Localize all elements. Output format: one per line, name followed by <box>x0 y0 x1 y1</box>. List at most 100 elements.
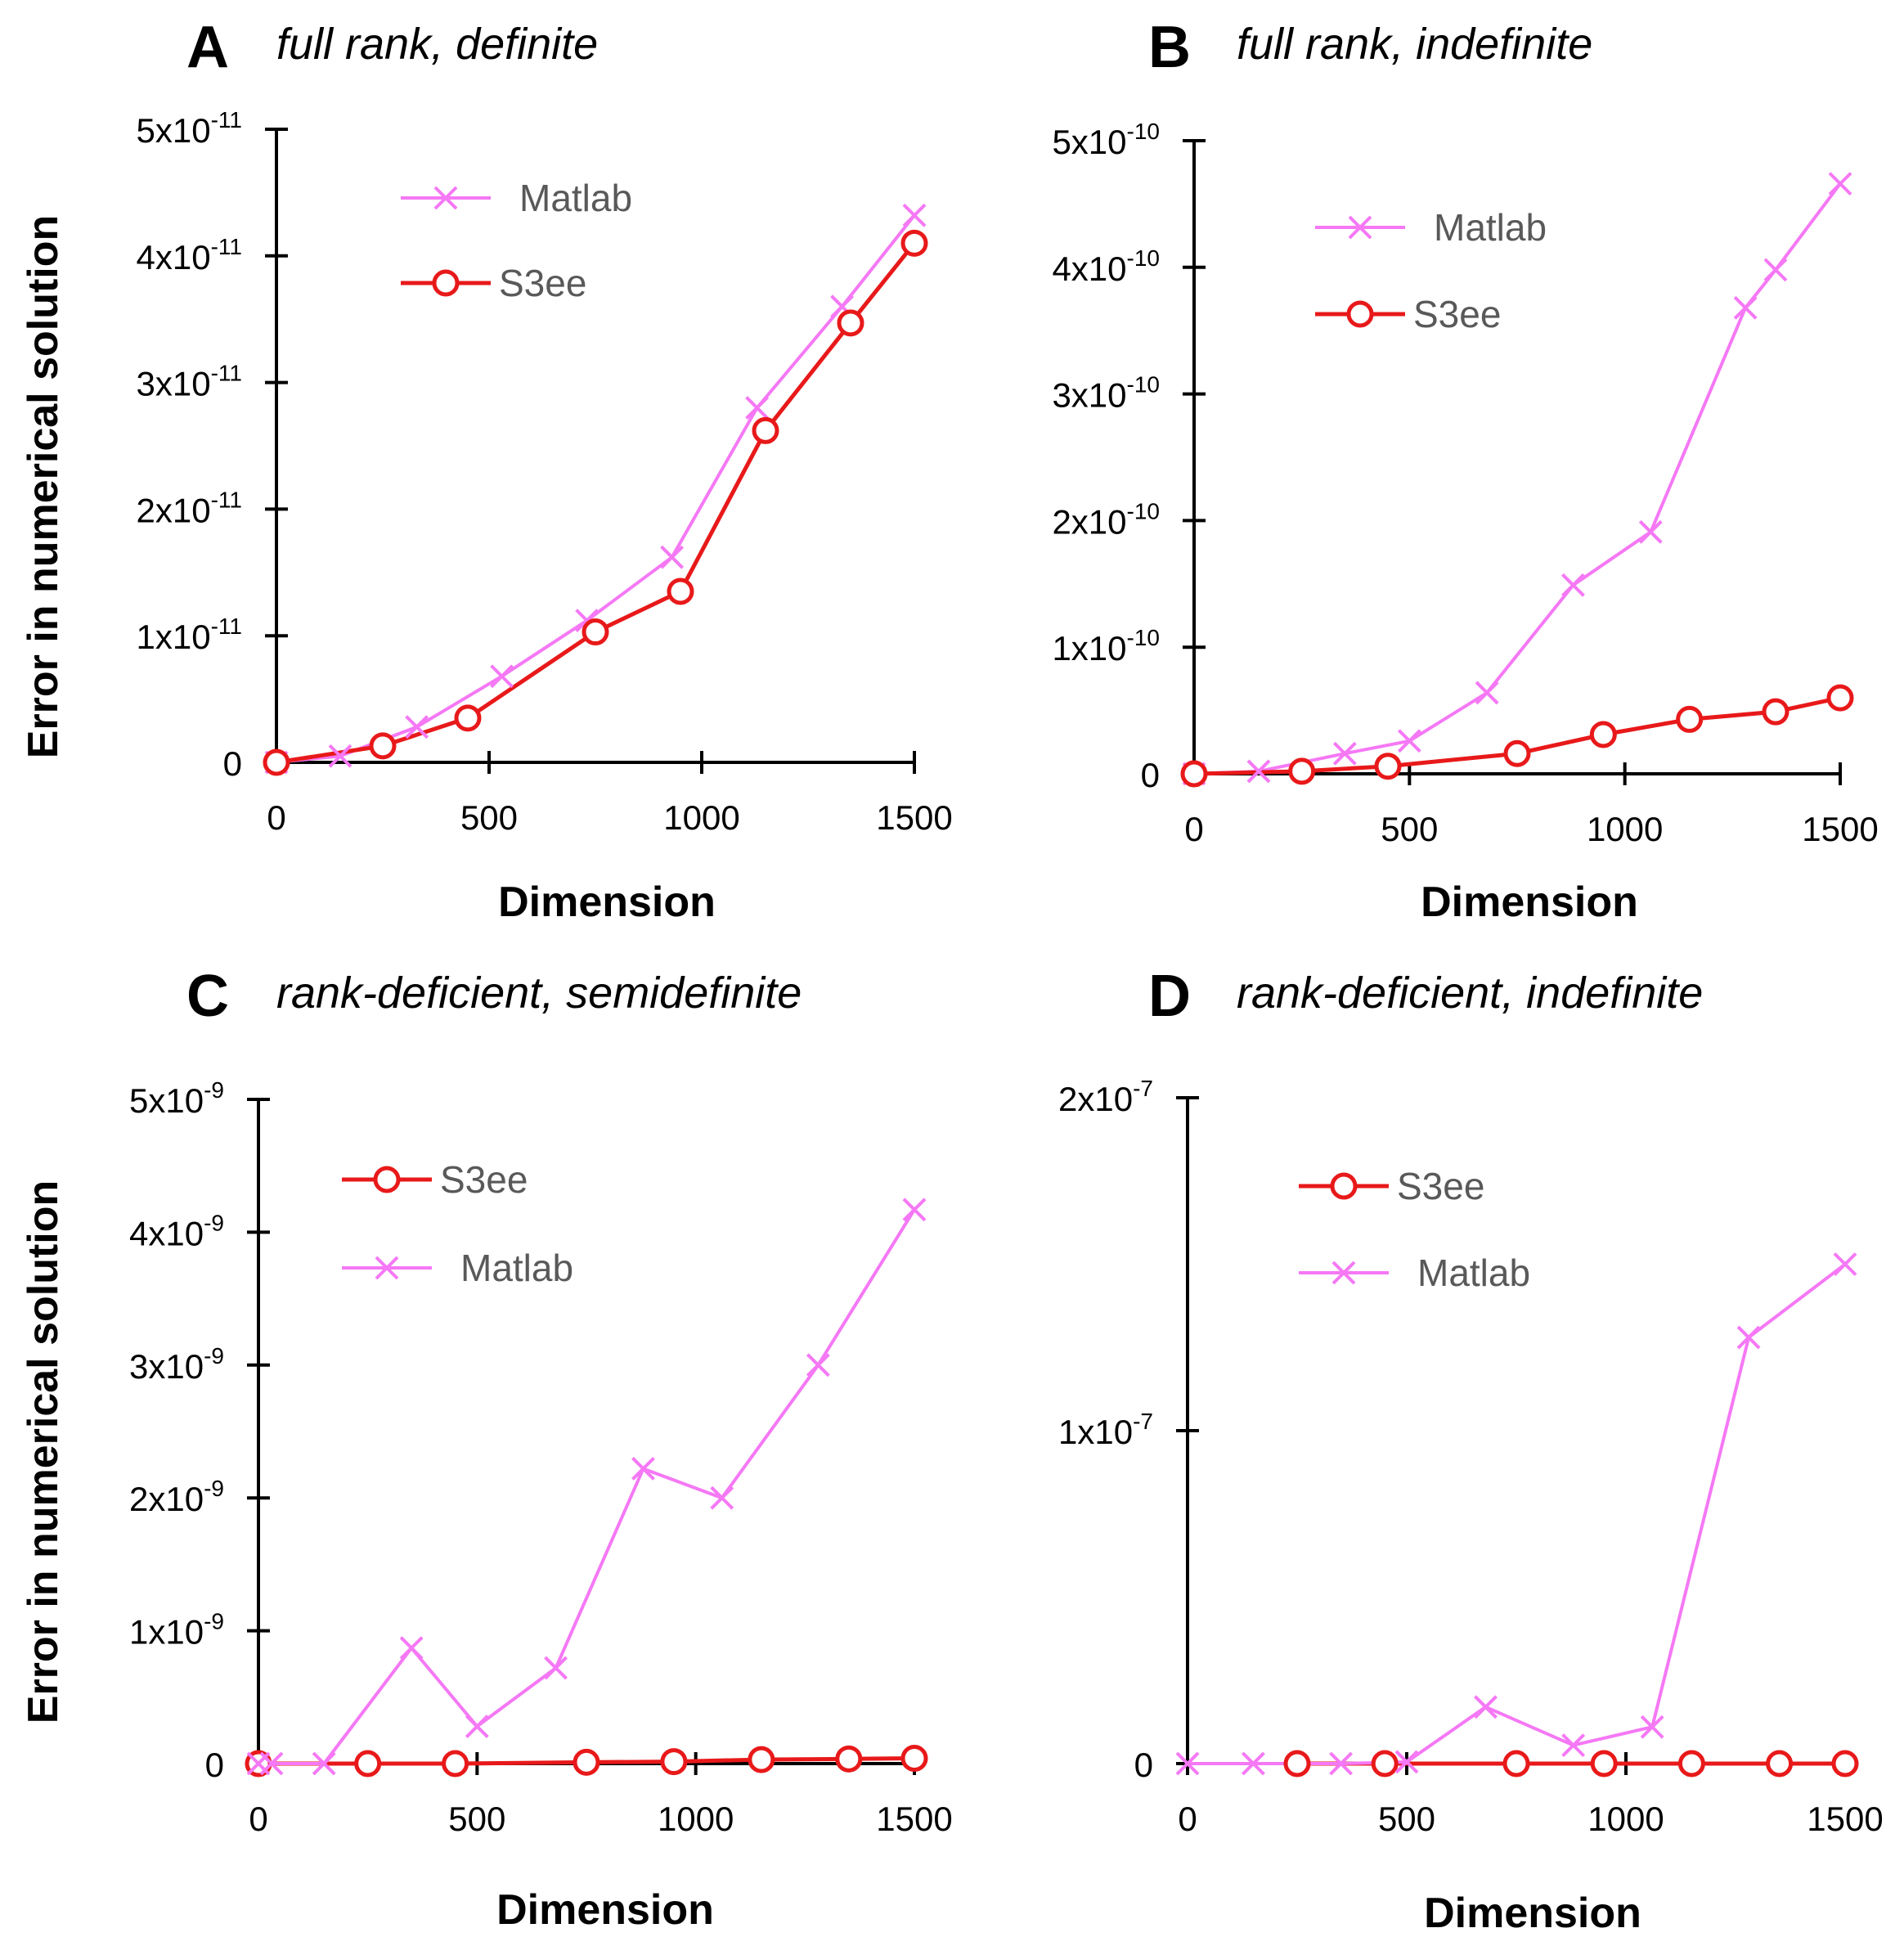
data-point-s3ee-d <box>1590 1750 1618 1777</box>
x-tick-label-c: 1500 <box>876 1800 952 1838</box>
panel-c-letter: C <box>186 964 229 1029</box>
data-point-matlab-a <box>902 203 927 227</box>
data-point-s3ee-b <box>1676 705 1704 733</box>
legend-d: S3ee Matlab <box>1299 1165 1530 1294</box>
data-point-s3ee-b <box>1826 684 1854 712</box>
plot-c: 0 1x10-9 2x10-9 3x10-9 4x10-9 5x10-9 0 500 1000 1… <box>129 1077 953 1838</box>
data-point-matlab-b <box>1733 295 1758 320</box>
x-tick-label-c: 1000 <box>658 1800 734 1838</box>
y-tick-label-a: 5x10-11 <box>137 107 242 150</box>
data-point-matlab-d <box>1736 1325 1761 1350</box>
legend-a: Matlab S3ee <box>401 177 632 304</box>
y-tick-label-b: 4x10-10 <box>1052 245 1160 288</box>
legend-label-matlab: Matlab <box>1434 206 1547 249</box>
x-tick-label-b: 500 <box>1381 810 1438 848</box>
x-tick-label-b: 1500 <box>1802 810 1878 848</box>
data-point-matlab-a <box>328 744 353 768</box>
legend-label-matlab: Matlab <box>519 177 632 219</box>
x-axis-label-b: Dimension <box>1421 879 1638 926</box>
legend-label-matlab: Matlab <box>1417 1252 1530 1294</box>
panel-c-title: rank-deficient, semidefinite <box>276 969 802 1018</box>
y-tick-label-d: 0 <box>1134 1746 1153 1784</box>
data-point-matlab-c <box>631 1457 655 1481</box>
legend-b: Matlab S3ee <box>1315 206 1547 335</box>
data-point-matlab-d <box>1833 1252 1857 1276</box>
data-point-s3ee-a <box>667 578 694 605</box>
series-line-s3ee-c <box>258 1756 915 1766</box>
y-tick-label-b: 5x10-10 <box>1052 119 1160 161</box>
data-point-matlab-a <box>490 664 514 689</box>
data-point-s3ee-d <box>1283 1750 1311 1777</box>
legend-label-s3ee: S3ee <box>1413 293 1501 335</box>
plot-b: 0 1x10-10 2x10-10 3x10-10 4x10-10 5x10-10 0 500… <box>1052 119 1878 848</box>
data-point-matlab-d <box>1474 1695 1498 1719</box>
data-point-s3ee-c <box>748 1746 775 1773</box>
y-tick-label-a: 3x10-11 <box>137 361 242 403</box>
data-point-s3ee-c <box>442 1750 469 1777</box>
x-axis-label-c: Dimension <box>496 1886 714 1934</box>
data-point-matlab-c <box>710 1485 734 1510</box>
series-line-s3ee-a <box>276 241 916 765</box>
data-point-matlab-a <box>660 545 685 569</box>
y-axis-label-bottom: Error in numerical solution <box>20 1180 67 1724</box>
legend-marker-matlab <box>1331 1261 1356 1285</box>
legend-marker-s3ee <box>432 269 460 297</box>
data-point-s3ee-b <box>1589 721 1617 748</box>
y-tick-label-b: 1x10-10 <box>1052 625 1160 667</box>
data-point-s3ee-b <box>1374 753 1402 780</box>
data-point-s3ee-d <box>1677 1750 1705 1777</box>
legend-marker-s3ee <box>1330 1172 1358 1200</box>
x-tick-label-d: 1500 <box>1807 1800 1883 1838</box>
data-point-s3ee-a <box>752 416 779 444</box>
plot-d: 0 1x10-7 2x10-7 0 500 1000 1500 S3ee Matlab <box>1058 1076 1884 1838</box>
data-point-matlab-d <box>1175 1751 1200 1776</box>
y-tick-label-c: 4x10-9 <box>129 1210 224 1252</box>
y-tick-label-a: 4x10-11 <box>137 234 242 276</box>
data-point-matlab-b <box>1763 258 1788 282</box>
data-point-s3ee-c <box>354 1750 382 1777</box>
data-point-matlab-b <box>1638 519 1663 544</box>
panel-a-title: full rank, definite <box>276 20 598 69</box>
y-tick-label-c: 1x10-9 <box>129 1609 224 1652</box>
data-point-matlab-c <box>399 1636 424 1661</box>
y-tick-label-c: 2x10-9 <box>129 1476 224 1518</box>
panel-a-letter: A <box>186 15 229 80</box>
y-tick-label-d: 2x10-7 <box>1058 1076 1153 1118</box>
x-tick-label-c: 0 <box>249 1800 267 1838</box>
data-point-matlab-c <box>902 1198 927 1222</box>
data-point-matlab-b <box>1246 759 1271 784</box>
y-tick-label-c: 3x10-9 <box>129 1343 224 1386</box>
legend-label-s3ee: S3ee <box>1397 1165 1484 1207</box>
series-line-matlab-a <box>276 214 916 764</box>
data-point-matlab-c <box>465 1715 489 1738</box>
y-tick-label-b: 0 <box>1141 756 1160 794</box>
panel-d-title: rank-deficient, indefinite <box>1237 969 1703 1018</box>
data-point-matlab-a <box>405 715 429 739</box>
data-point-s3ee-a <box>900 229 928 257</box>
legend-label-s3ee: S3ee <box>440 1158 528 1201</box>
data-point-matlab-d <box>1394 1750 1419 1774</box>
panel-b-letter: B <box>1148 15 1191 80</box>
data-point-s3ee-a <box>837 309 864 337</box>
y-tick-label-b: 3x10-10 <box>1052 372 1160 415</box>
data-point-s3ee-a <box>454 704 482 732</box>
data-point-matlab-b <box>1475 681 1499 705</box>
x-tick-label-a: 1500 <box>876 798 952 837</box>
y-tick-label-a: 2x10-11 <box>137 487 242 529</box>
y-tick-label-a: 0 <box>223 744 242 783</box>
legend-c: S3ee Matlab <box>342 1158 573 1289</box>
series-line-matlab-b <box>1193 182 1842 775</box>
x-tick-label-a: 1000 <box>663 798 739 837</box>
legend-marker-s3ee <box>1346 300 1374 328</box>
data-point-s3ee-d <box>1371 1750 1399 1777</box>
panel-b-header: B full rank, indefinite <box>1148 15 1592 80</box>
data-point-s3ee-c <box>573 1748 600 1776</box>
y-tick-label-c: 0 <box>205 1746 224 1784</box>
data-point-s3ee-b <box>1503 739 1531 767</box>
data-point-s3ee-d <box>1502 1750 1530 1777</box>
data-point-matlab-a <box>745 396 770 420</box>
x-tick-label-d: 0 <box>1178 1800 1197 1838</box>
plot-a: 0 1x10-11 2x10-11 3x10-11 4x10-11 5x10-11 0 500… <box>137 107 953 837</box>
y-tick-label-b: 2x10-10 <box>1052 498 1160 541</box>
x-axis-label-a: Dimension <box>498 879 716 926</box>
